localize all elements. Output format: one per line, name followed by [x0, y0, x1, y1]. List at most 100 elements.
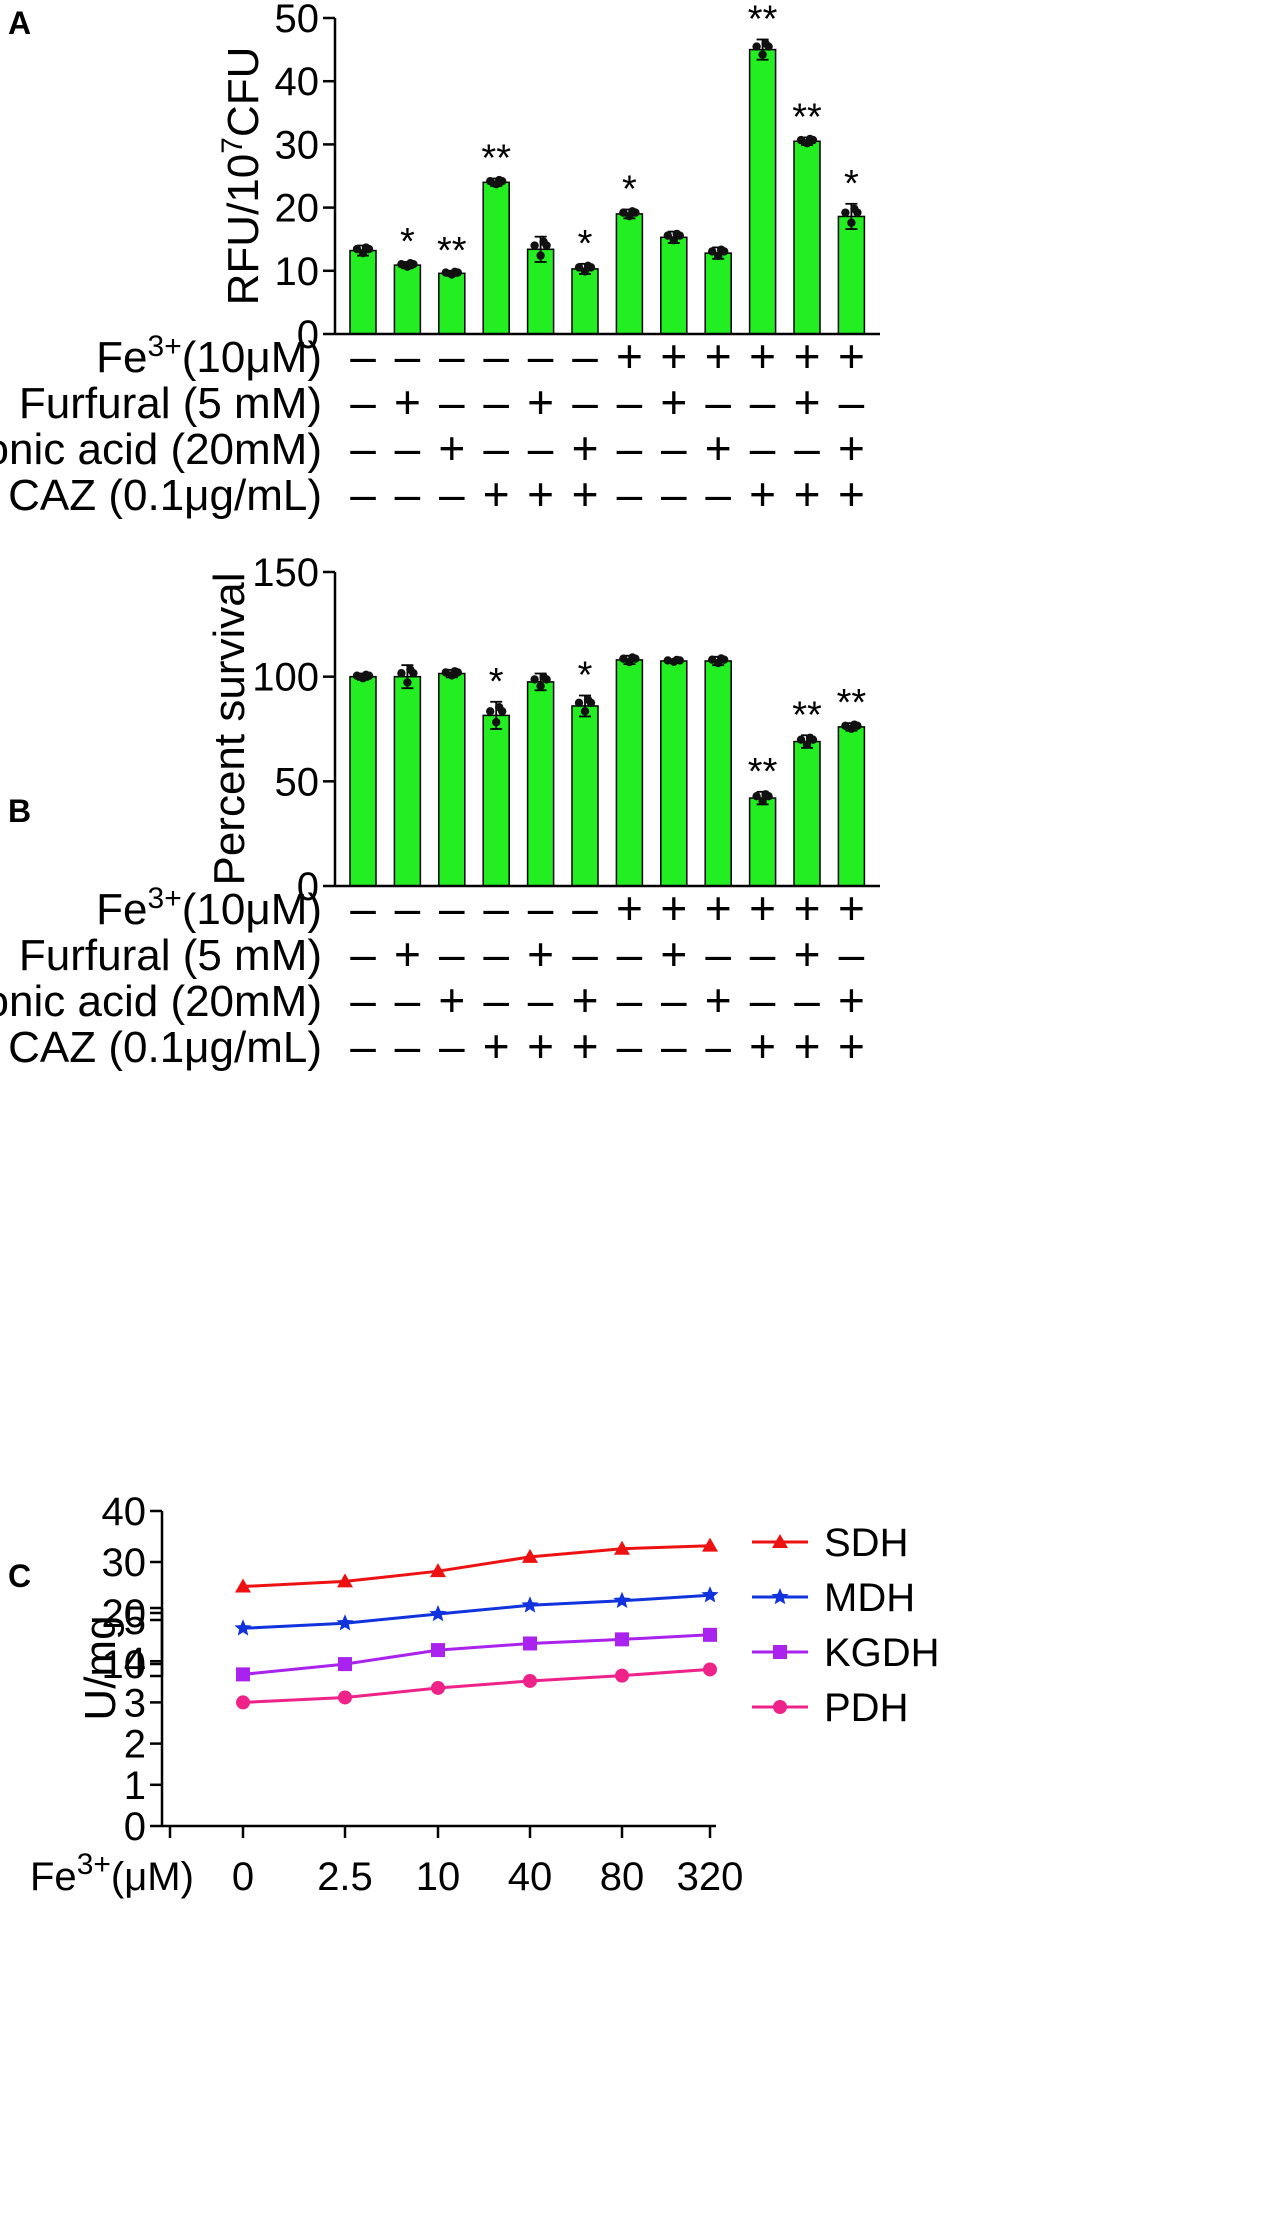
condition-sign-b-4-12: +: [838, 1020, 865, 1072]
condition-label-b-1: Fe3+(10μM): [96, 882, 322, 934]
y-tick-label-a: 0: [297, 313, 319, 357]
condition-sign-a-4-10: +: [749, 468, 776, 520]
data-point-b-5: [530, 675, 539, 684]
condition-label-b-3: Malonic acid (20mM): [0, 977, 322, 1026]
condition-sign-b-3-6: +: [572, 974, 599, 1026]
legend-label-pdh: PDH: [824, 1686, 908, 1730]
significance-mark-b-11: **: [792, 694, 822, 736]
point-kgdh-1: [236, 1667, 250, 1682]
condition-sign-b-1-8: +: [660, 882, 687, 934]
condition-sign-b-3-10: –: [750, 974, 776, 1026]
bar-a-12: [837, 215, 866, 335]
condition-sign-b-3-12: +: [838, 974, 865, 1026]
data-point-b-4: [495, 703, 504, 712]
condition-sign-b-1-3: –: [439, 882, 465, 934]
condition-sign-a-3-1: –: [350, 422, 376, 474]
data-point-b-10: [758, 797, 767, 806]
data-point-a-1: [361, 243, 371, 252]
data-point-b-10: [761, 790, 770, 799]
condition-sign-b-3-4: –: [483, 974, 509, 1026]
condition-sign-a-3-4: –: [483, 422, 509, 474]
data-point-b-7: [628, 653, 637, 662]
condition-sign-a-1-3: –: [439, 330, 465, 382]
y-tick-label-a: 30: [275, 123, 320, 167]
bar-b-4: [482, 714, 510, 887]
point-mdh-4: [521, 1596, 539, 1613]
condition-sign-b-1-1: –: [350, 882, 376, 934]
y-tick-label-c: 40: [102, 1490, 147, 1534]
condition-sign-a-3-5: –: [528, 422, 554, 474]
condition-sign-a-2-11: +: [794, 376, 821, 428]
condition-sign-a-2-6: –: [572, 376, 598, 428]
y-tick-label-c: 3: [124, 1681, 146, 1725]
bar-a-8: [660, 236, 688, 335]
x-tick-label-c: 2.5: [317, 1855, 373, 1899]
data-point-b-10: [752, 791, 761, 801]
condition-sign-b-2-9: –: [705, 928, 731, 980]
bar-a-11: [793, 140, 821, 335]
data-point-a-6: [574, 263, 584, 272]
bar-b-2: [393, 675, 422, 887]
bar-a-10: [748, 48, 777, 335]
condition-label-a-4: CAZ (0.1μg/mL): [8, 471, 322, 520]
condition-sign-a-1-10: +: [749, 330, 776, 382]
data-point-a-8: [663, 231, 672, 240]
condition-sign-a-1-4: –: [483, 330, 509, 382]
condition-sign-a-1-11: +: [794, 330, 821, 382]
data-point-b-4: [486, 707, 495, 716]
condition-sign-b-3-9: +: [705, 974, 732, 1026]
condition-sign-b-4-1: –: [350, 1020, 376, 1072]
data-point-a-7: [628, 207, 637, 216]
condition-sign-b-1-11: +: [794, 882, 821, 934]
condition-sign-b-3-11: –: [794, 974, 820, 1026]
data-point-a-10: [758, 50, 767, 59]
condition-sign-b-3-3: +: [438, 974, 465, 1026]
data-point-a-9: [714, 251, 723, 261]
condition-sign-b-2-2: +: [394, 928, 421, 980]
condition-sign-b-3-7: –: [617, 974, 643, 1026]
condition-sign-a-4-9: –: [705, 468, 731, 520]
condition-sign-a-4-6: +: [572, 468, 599, 520]
condition-sign-a-3-3: +: [438, 422, 465, 474]
condition-sign-b-2-3: –: [439, 928, 465, 980]
condition-label-a-1: Fe3+(10μM): [96, 330, 322, 382]
panel-a-chart: * ***********01020304050RFU/107CFUFe3+(10…: [0, 0, 880, 520]
condition-sign-b-3-8: –: [661, 974, 687, 1026]
condition-sign-a-3-9: +: [705, 422, 732, 474]
y-tick-label-a: 40: [275, 60, 320, 104]
point-sdh-1: [235, 1578, 251, 1593]
point-kgdh-5: [615, 1632, 629, 1647]
data-point-a-10: [752, 42, 761, 51]
series-line-mdh: [242, 1593, 711, 1630]
data-point-b-3: [450, 667, 459, 676]
bar-a-2: [393, 264, 422, 335]
point-pdh-2: [338, 1690, 352, 1705]
point-mdh-1: [234, 1619, 252, 1636]
data-point-a-10: [761, 39, 770, 48]
data-point-b-1: [361, 670, 371, 679]
bar-b-10: [748, 797, 777, 887]
data-point-b-9: [717, 654, 726, 663]
data-point-a-2: [406, 259, 415, 268]
condition-sign-b-1-2: –: [395, 882, 421, 934]
condition-sign-a-4-4: +: [483, 468, 510, 520]
point-mdh-6: [701, 1586, 719, 1603]
condition-sign-b-4-6: +: [572, 1020, 599, 1072]
condition-sign-a-2-5: +: [527, 376, 554, 428]
significance-mark-b-12: **: [837, 682, 867, 724]
condition-sign-b-4-5: +: [527, 1020, 554, 1072]
y-axis-title-b: Percent survival: [205, 572, 254, 885]
data-point-a-5: [539, 237, 548, 246]
point-kgdh-2: [338, 1657, 352, 1672]
condition-sign-a-2-3: –: [439, 376, 465, 428]
point-kgdh-6: [703, 1627, 717, 1642]
data-point-a-3: [450, 267, 459, 277]
data-point-a-12: [847, 218, 856, 227]
point-sdh-2: [337, 1573, 353, 1588]
condition-sign-a-1-2: –: [395, 330, 421, 382]
condition-sign-b-1-7: +: [616, 882, 643, 934]
point-mdh-3: [429, 1605, 447, 1622]
condition-sign-a-1-5: –: [528, 330, 554, 382]
point-kgdh-3: [431, 1643, 445, 1658]
point-mdh-2: [336, 1614, 354, 1631]
